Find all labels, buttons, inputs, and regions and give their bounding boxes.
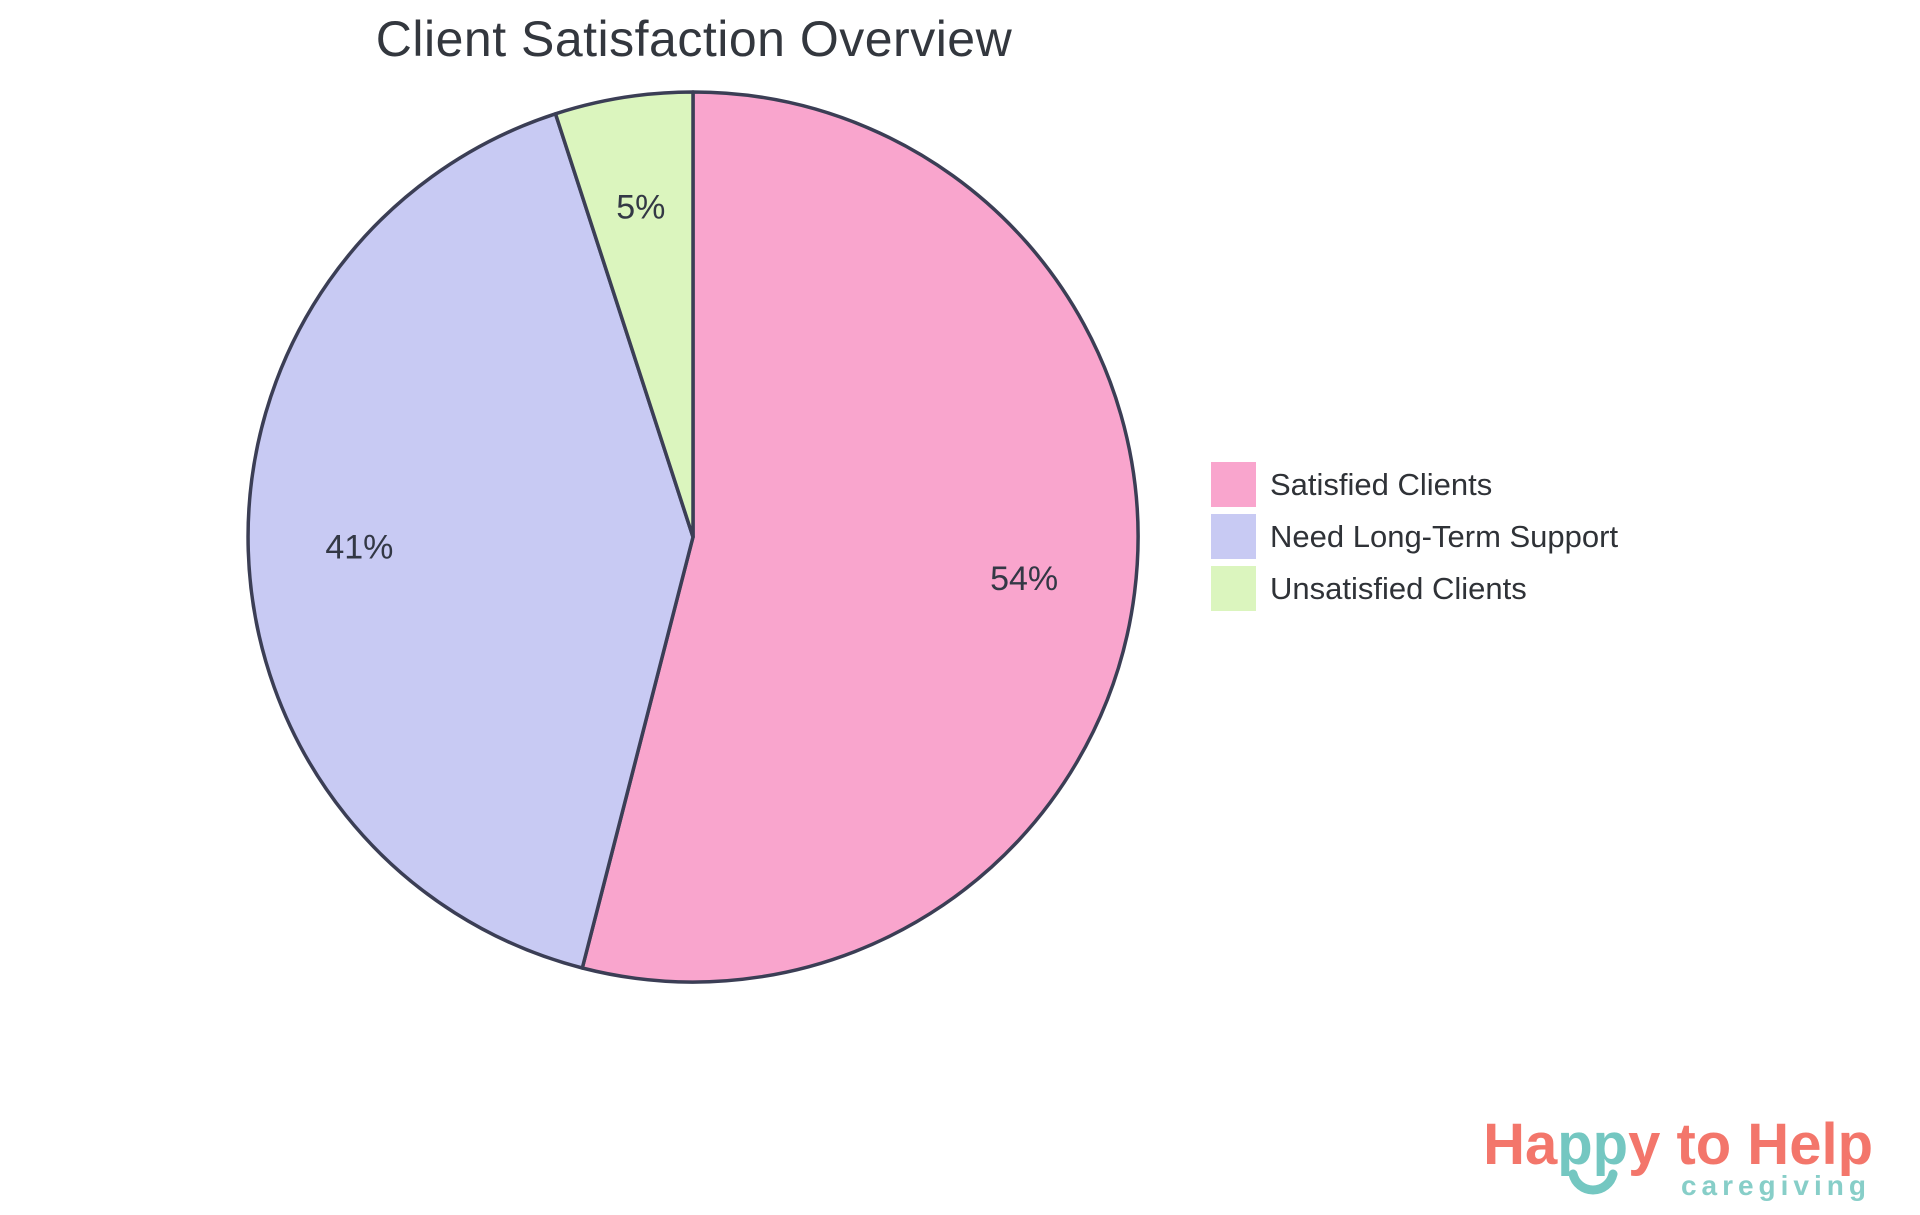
logo-text-teal: pp — [1557, 1112, 1629, 1177]
pie-percentage-label-2: 5% — [616, 188, 665, 226]
legend-swatch-unsatisfied-clients — [1211, 566, 1256, 611]
legend-label-satisfied-clients: Satisfied Clients — [1270, 466, 1493, 502]
pie-percentage-label-0: 54% — [990, 560, 1058, 598]
logo-wordmark: Happ y to Help — [1483, 1116, 1873, 1195]
legend-swatch-need-long-term-support — [1211, 514, 1256, 559]
pie-slice-need-long-term-support — [246, 112, 695, 970]
legend-label-unsatisfied-clients: Unsatisfied Clients — [1270, 570, 1527, 606]
smile-arc — [1568, 1169, 1618, 1195]
logo-text-coral-1: Ha — [1483, 1112, 1558, 1177]
legend-label-need-long-term-support: Need Long-Term Support — [1270, 518, 1619, 554]
legend: Satisfied Clients Need Long-Term Support… — [1211, 462, 1618, 618]
logo-text-coral-2: y to Help — [1628, 1112, 1873, 1177]
logo-tagline: caregiving — [1680, 1170, 1871, 1201]
pie-slice-unsatisfied-clients — [553, 90, 695, 539]
legend-item-satisfied-clients: Satisfied Clients — [1211, 462, 1618, 507]
pie-slice-satisfied-clients — [580, 90, 1140, 984]
legend-swatch-satisfied-clients — [1211, 462, 1256, 507]
chart-title: Client Satisfaction Overview — [375, 11, 1013, 67]
legend-item-unsatisfied-clients: Unsatisfied Clients — [1211, 566, 1618, 611]
happy-to-help-logo: Happ y to Help caregiving — [1483, 1116, 1873, 1202]
smile-icon — [1568, 1169, 1618, 1195]
pie-percentage-label-1: 41% — [325, 529, 393, 567]
logo-pp-wrap: pp — [1557, 1116, 1628, 1195]
legend-item-need-long-term-support: Need Long-Term Support — [1211, 514, 1618, 559]
